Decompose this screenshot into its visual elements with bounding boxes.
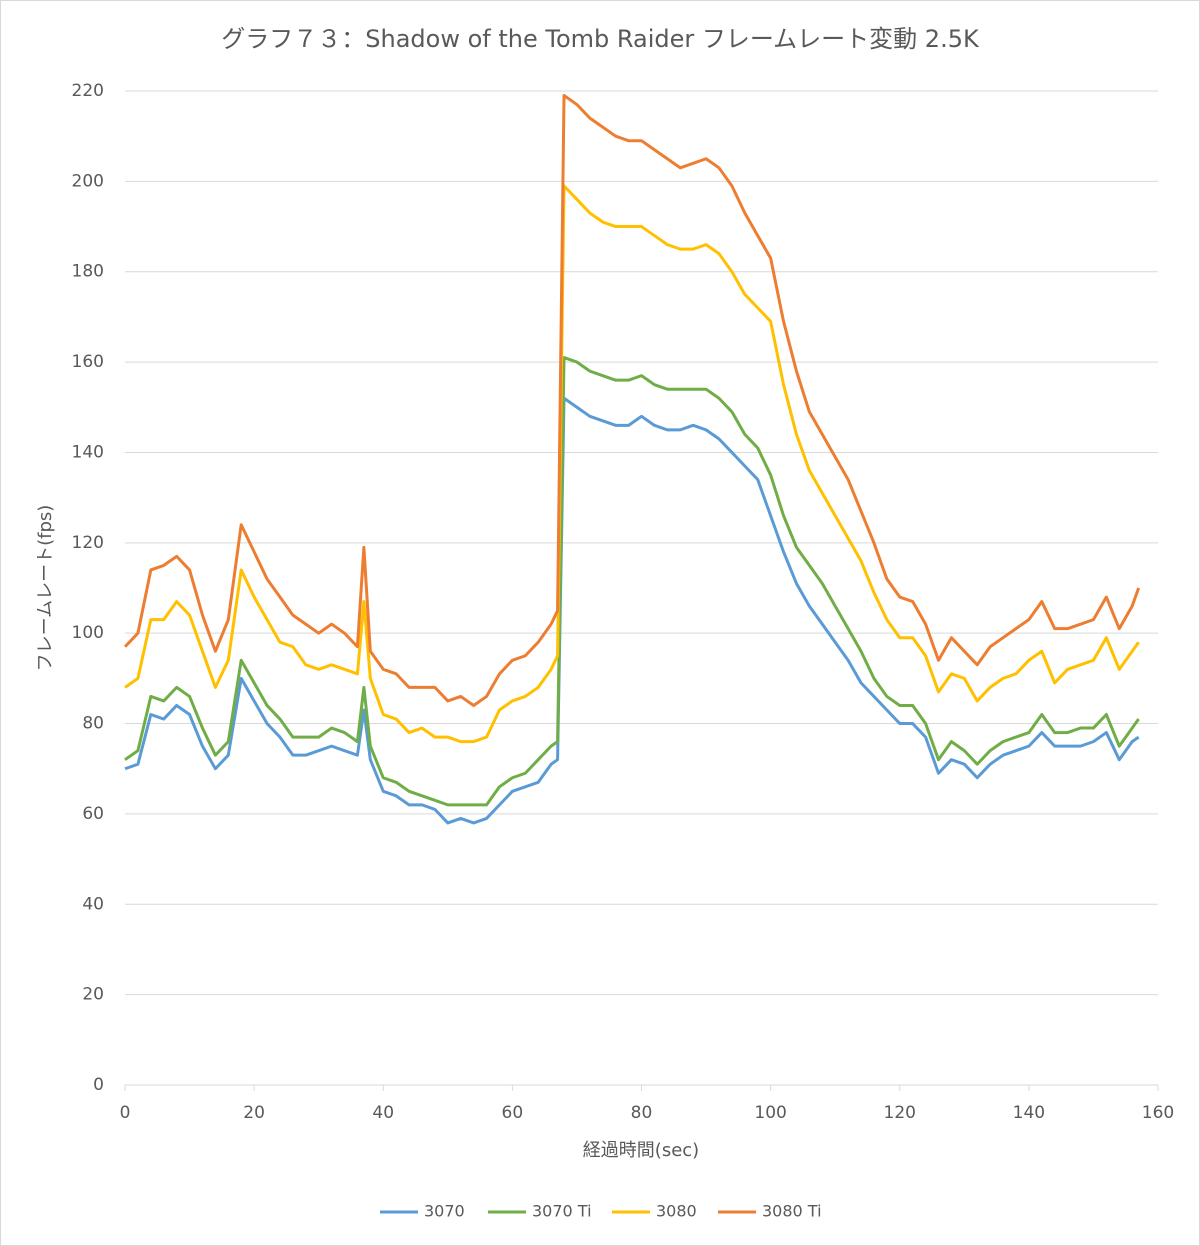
y-axis-label: フレームレート(fps) bbox=[35, 505, 56, 672]
legend-label: 3070 bbox=[424, 1202, 465, 1221]
y-tick-label: 220 bbox=[72, 81, 104, 101]
x-tick-label: 120 bbox=[884, 1103, 916, 1123]
chart-title: グラフ７３：Shadow of the Tomb Raider フレームレート変… bbox=[221, 25, 980, 53]
legend-label: 3080 Ti bbox=[762, 1202, 822, 1221]
x-tick-label: 60 bbox=[502, 1103, 524, 1123]
x-tick-label: 140 bbox=[1013, 1103, 1045, 1123]
legend-label: 3080 bbox=[656, 1202, 697, 1221]
series-line bbox=[123, 94, 1141, 707]
y-tick-label: 160 bbox=[72, 352, 104, 372]
x-tick-label: 160 bbox=[1142, 1103, 1174, 1123]
series-line bbox=[124, 396, 1140, 825]
x-tick-label: 100 bbox=[754, 1103, 786, 1123]
y-tick-label: 80 bbox=[82, 714, 104, 734]
y-tick-label: 200 bbox=[72, 171, 104, 191]
y-tick-label: 100 bbox=[72, 623, 104, 643]
x-tick-label: 0 bbox=[120, 1103, 131, 1123]
y-tick-label: 60 bbox=[82, 804, 104, 824]
x-tick-label: 20 bbox=[243, 1103, 265, 1123]
y-tick-label: 0 bbox=[93, 1075, 104, 1095]
series-line bbox=[124, 184, 1140, 744]
y-tick-label: 140 bbox=[72, 442, 104, 462]
y-tick-label: 180 bbox=[72, 262, 104, 282]
y-tick-label: 20 bbox=[82, 985, 104, 1005]
y-tick-label: 120 bbox=[72, 533, 104, 553]
x-axis-label: 経過時間(sec) bbox=[583, 1140, 699, 1161]
legend-label: 3070 Ti bbox=[532, 1202, 592, 1221]
x-tick-label: 80 bbox=[631, 1103, 653, 1123]
series-line bbox=[124, 356, 1140, 807]
y-tick-label: 40 bbox=[82, 894, 104, 914]
x-tick-label: 40 bbox=[372, 1103, 394, 1123]
